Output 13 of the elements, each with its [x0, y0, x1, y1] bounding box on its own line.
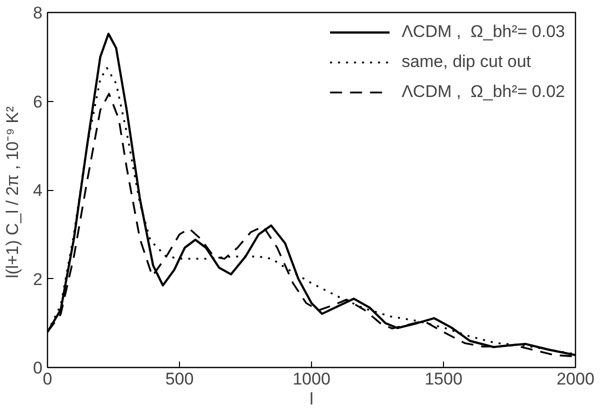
- legend-label: same, dip cut out: [402, 52, 532, 72]
- y-tick-label: 6: [33, 92, 43, 112]
- x-tick-label: 500: [165, 370, 194, 388]
- y-axis-title: l(l+1) C_l / 2π , 10⁻⁹ K²: [3, 106, 22, 278]
- legend-label: ΛCDM , Ω_bh²= 0.02: [402, 82, 565, 102]
- x-tick-label: 1500: [424, 370, 462, 388]
- y-tick-label: 8: [33, 4, 43, 22]
- x-tick-label: 1000: [292, 370, 330, 388]
- legend-label: ΛCDM , Ω_bh²= 0.03: [402, 22, 565, 42]
- x-tick-label: 2000: [556, 370, 594, 388]
- y-tick-label: 2: [33, 270, 43, 289]
- x-axis-title: l: [310, 390, 314, 408]
- y-tick-label: 4: [33, 181, 43, 200]
